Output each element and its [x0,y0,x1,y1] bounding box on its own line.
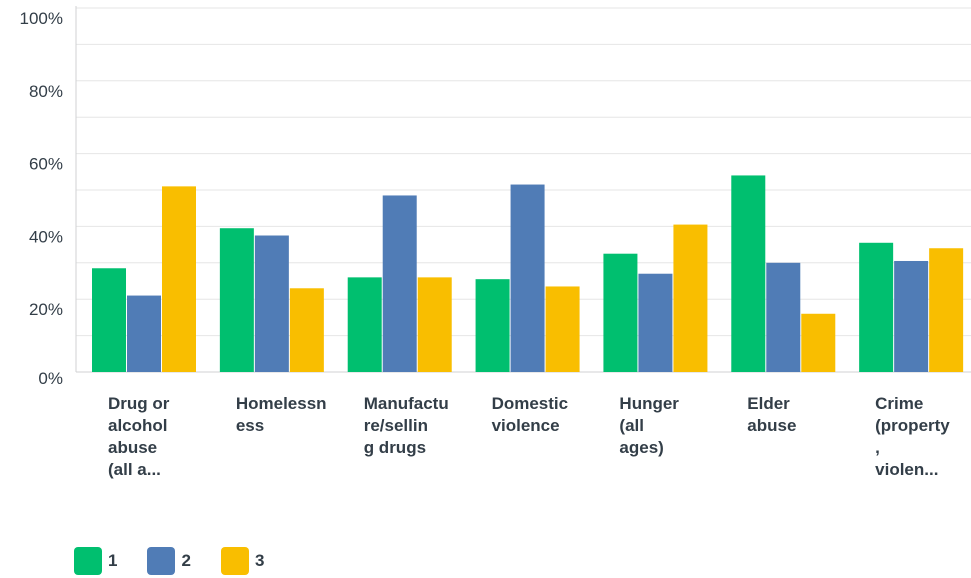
bar-series-1 [347,277,382,372]
bar-series-3 [545,286,580,372]
x-tick-label: Elder abuse [747,394,797,435]
bar-series-1 [219,228,254,372]
bar-series-1 [859,242,894,372]
y-tick-label: 0% [38,369,63,388]
legend-label: 2 [181,551,191,570]
bars [92,175,964,372]
legend-item-series-3: 3 [220,547,265,575]
legend: 1 2 3 [74,546,294,576]
y-tick-label: 100% [20,9,63,28]
y-tick-label: 20% [29,300,63,319]
legend-swatch [74,547,102,575]
bar-series-2 [382,195,417,372]
bar-series-2 [894,260,929,372]
bar-series-3 [289,288,324,372]
bar-series-1 [731,175,766,372]
x-tick-label: Manufactu re/sellin g drugs [363,394,449,457]
bar-series-3 [673,224,708,372]
x-tick-label: Crime (property , violen... [875,394,950,479]
legend-swatch [220,547,249,575]
legend-item-series-1: 1 [74,547,117,575]
y-tick-labels: 0% 20% 40% 60% 80% 100% [20,9,63,388]
y-tick-label: 80% [29,82,63,101]
bar-series-1 [92,268,126,372]
x-tick-label: Homelessn ess [235,394,327,435]
x-tick-label: Domestic violence [491,394,569,435]
bar-series-3 [417,277,452,372]
y-tick-label: 40% [29,227,63,246]
bar-series-3 [162,186,196,372]
bar-series-1 [475,279,510,372]
bar-series-3 [929,248,964,372]
bar-series-1 [603,253,638,372]
bar-series-2 [510,184,545,372]
legend-item-series-2: 2 [147,547,191,575]
legend-label: 1 [108,551,118,570]
y-tick-label: 60% [29,155,63,174]
bar-series-2 [766,262,801,372]
legend-label: 3 [254,551,265,570]
x-tick-label: Hunger (all ages) [619,394,679,457]
legend-swatch [147,547,176,575]
bar-series-3 [801,313,836,372]
bar-series-2 [638,273,673,372]
bar-series-2 [127,295,161,372]
x-tick-label: Drug or alcohol abuse (all a... [108,394,170,479]
bar-series-2 [254,235,289,372]
